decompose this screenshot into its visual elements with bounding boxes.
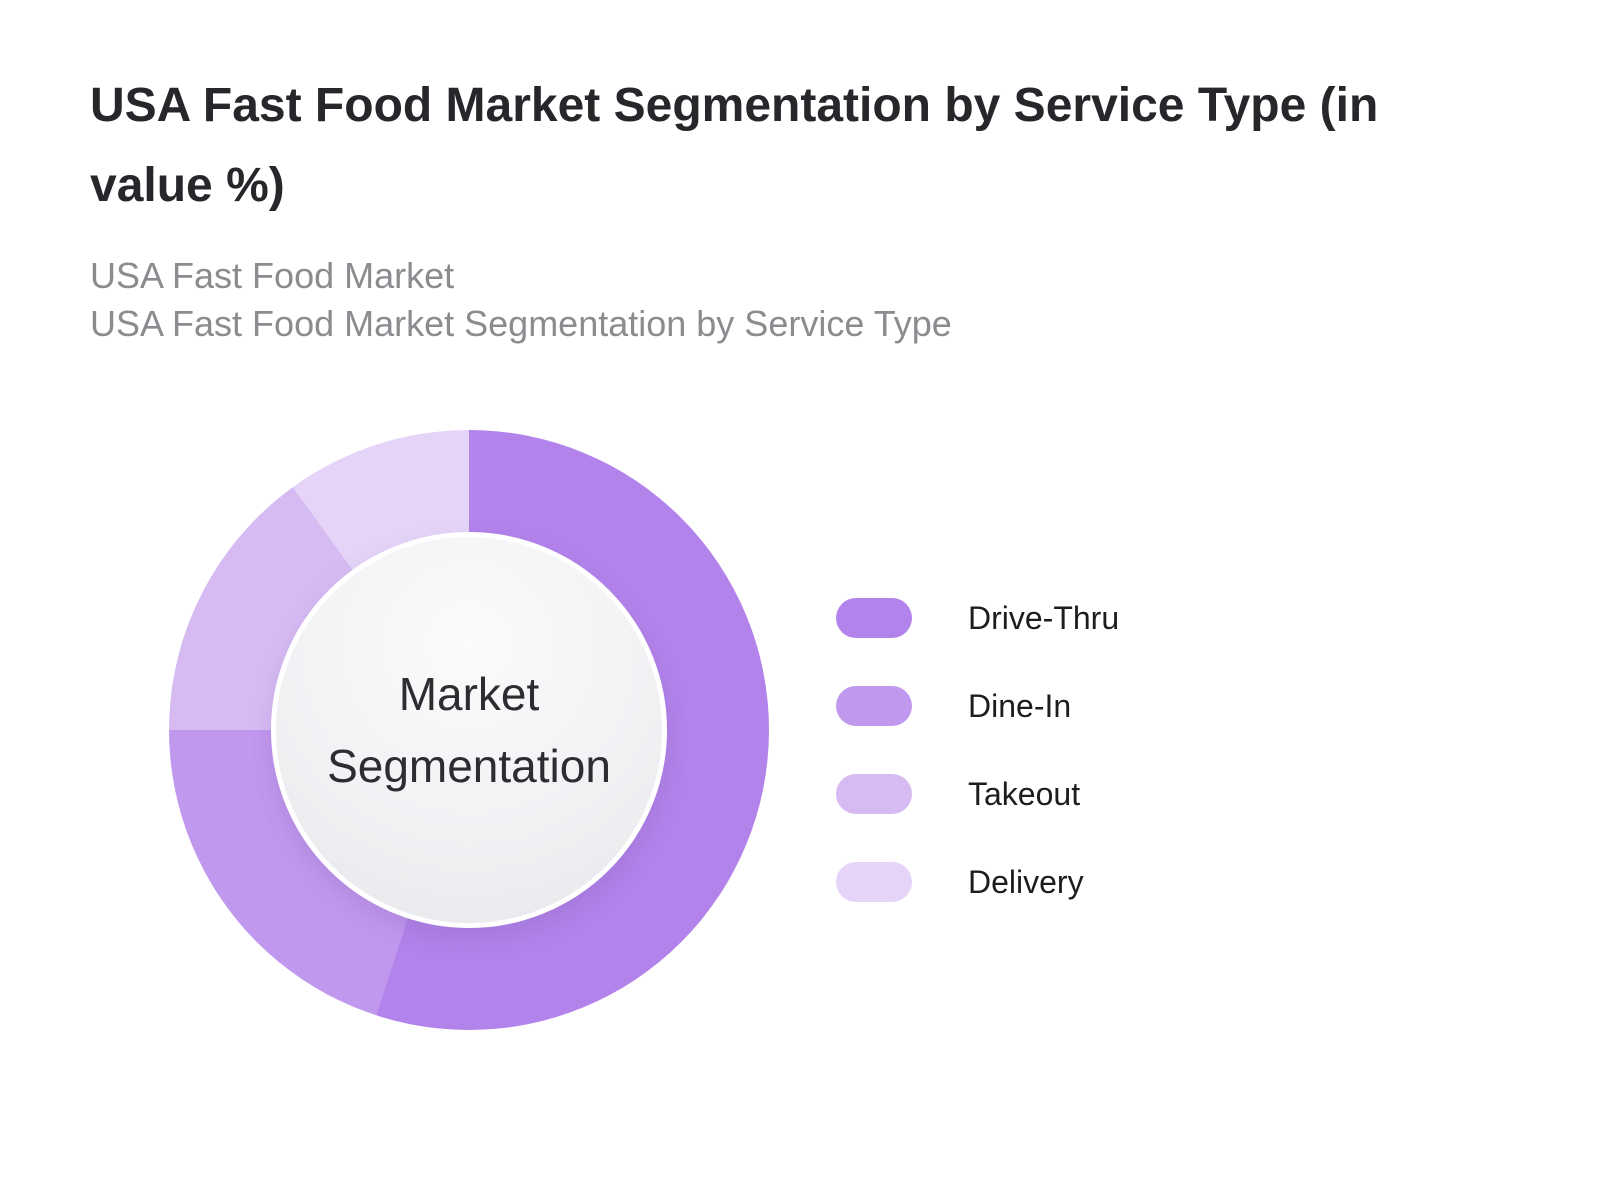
subtitle-line-1: USA Fast Food Market — [90, 255, 455, 296]
page-subtitle: USA Fast Food Market USA Fast Food Marke… — [90, 252, 1490, 348]
legend-item-dine-in: Dine-In — [836, 686, 1119, 726]
legend-swatch-delivery — [836, 862, 912, 902]
legend-label-dine-in: Dine-In — [968, 687, 1072, 724]
legend-label-drive-thru: Drive-Thru — [968, 599, 1120, 636]
page-title-line-2: value %) — [90, 159, 285, 212]
legend: Drive-Thru Dine-In Takeout Delivery — [836, 598, 1119, 902]
donut-center-disc: Market Segmentation — [271, 532, 667, 928]
legend-swatch-drive-thru — [836, 598, 912, 638]
legend-item-takeout: Takeout — [836, 774, 1119, 814]
center-label-line-2: Segmentation — [327, 740, 611, 792]
center-label-line-1: Market — [398, 668, 540, 720]
donut-center-label: Market Segmentation — [327, 658, 611, 802]
donut-chart: Market Segmentation — [169, 430, 769, 1030]
legend-label-takeout: Takeout — [968, 775, 1081, 812]
page-title: USA Fast Food Market Segmentation by Ser… — [90, 66, 1510, 226]
legend-item-delivery: Delivery — [836, 862, 1119, 902]
legend-item-drive-thru: Drive-Thru — [836, 598, 1119, 638]
legend-swatch-dine-in — [836, 686, 912, 726]
subtitle-line-2: USA Fast Food Market Segmentation by Ser… — [90, 303, 952, 344]
legend-label-delivery: Delivery — [968, 863, 1084, 900]
page-title-line-1: USA Fast Food Market Segmentation by Ser… — [90, 79, 1379, 132]
legend-swatch-takeout — [836, 774, 912, 814]
